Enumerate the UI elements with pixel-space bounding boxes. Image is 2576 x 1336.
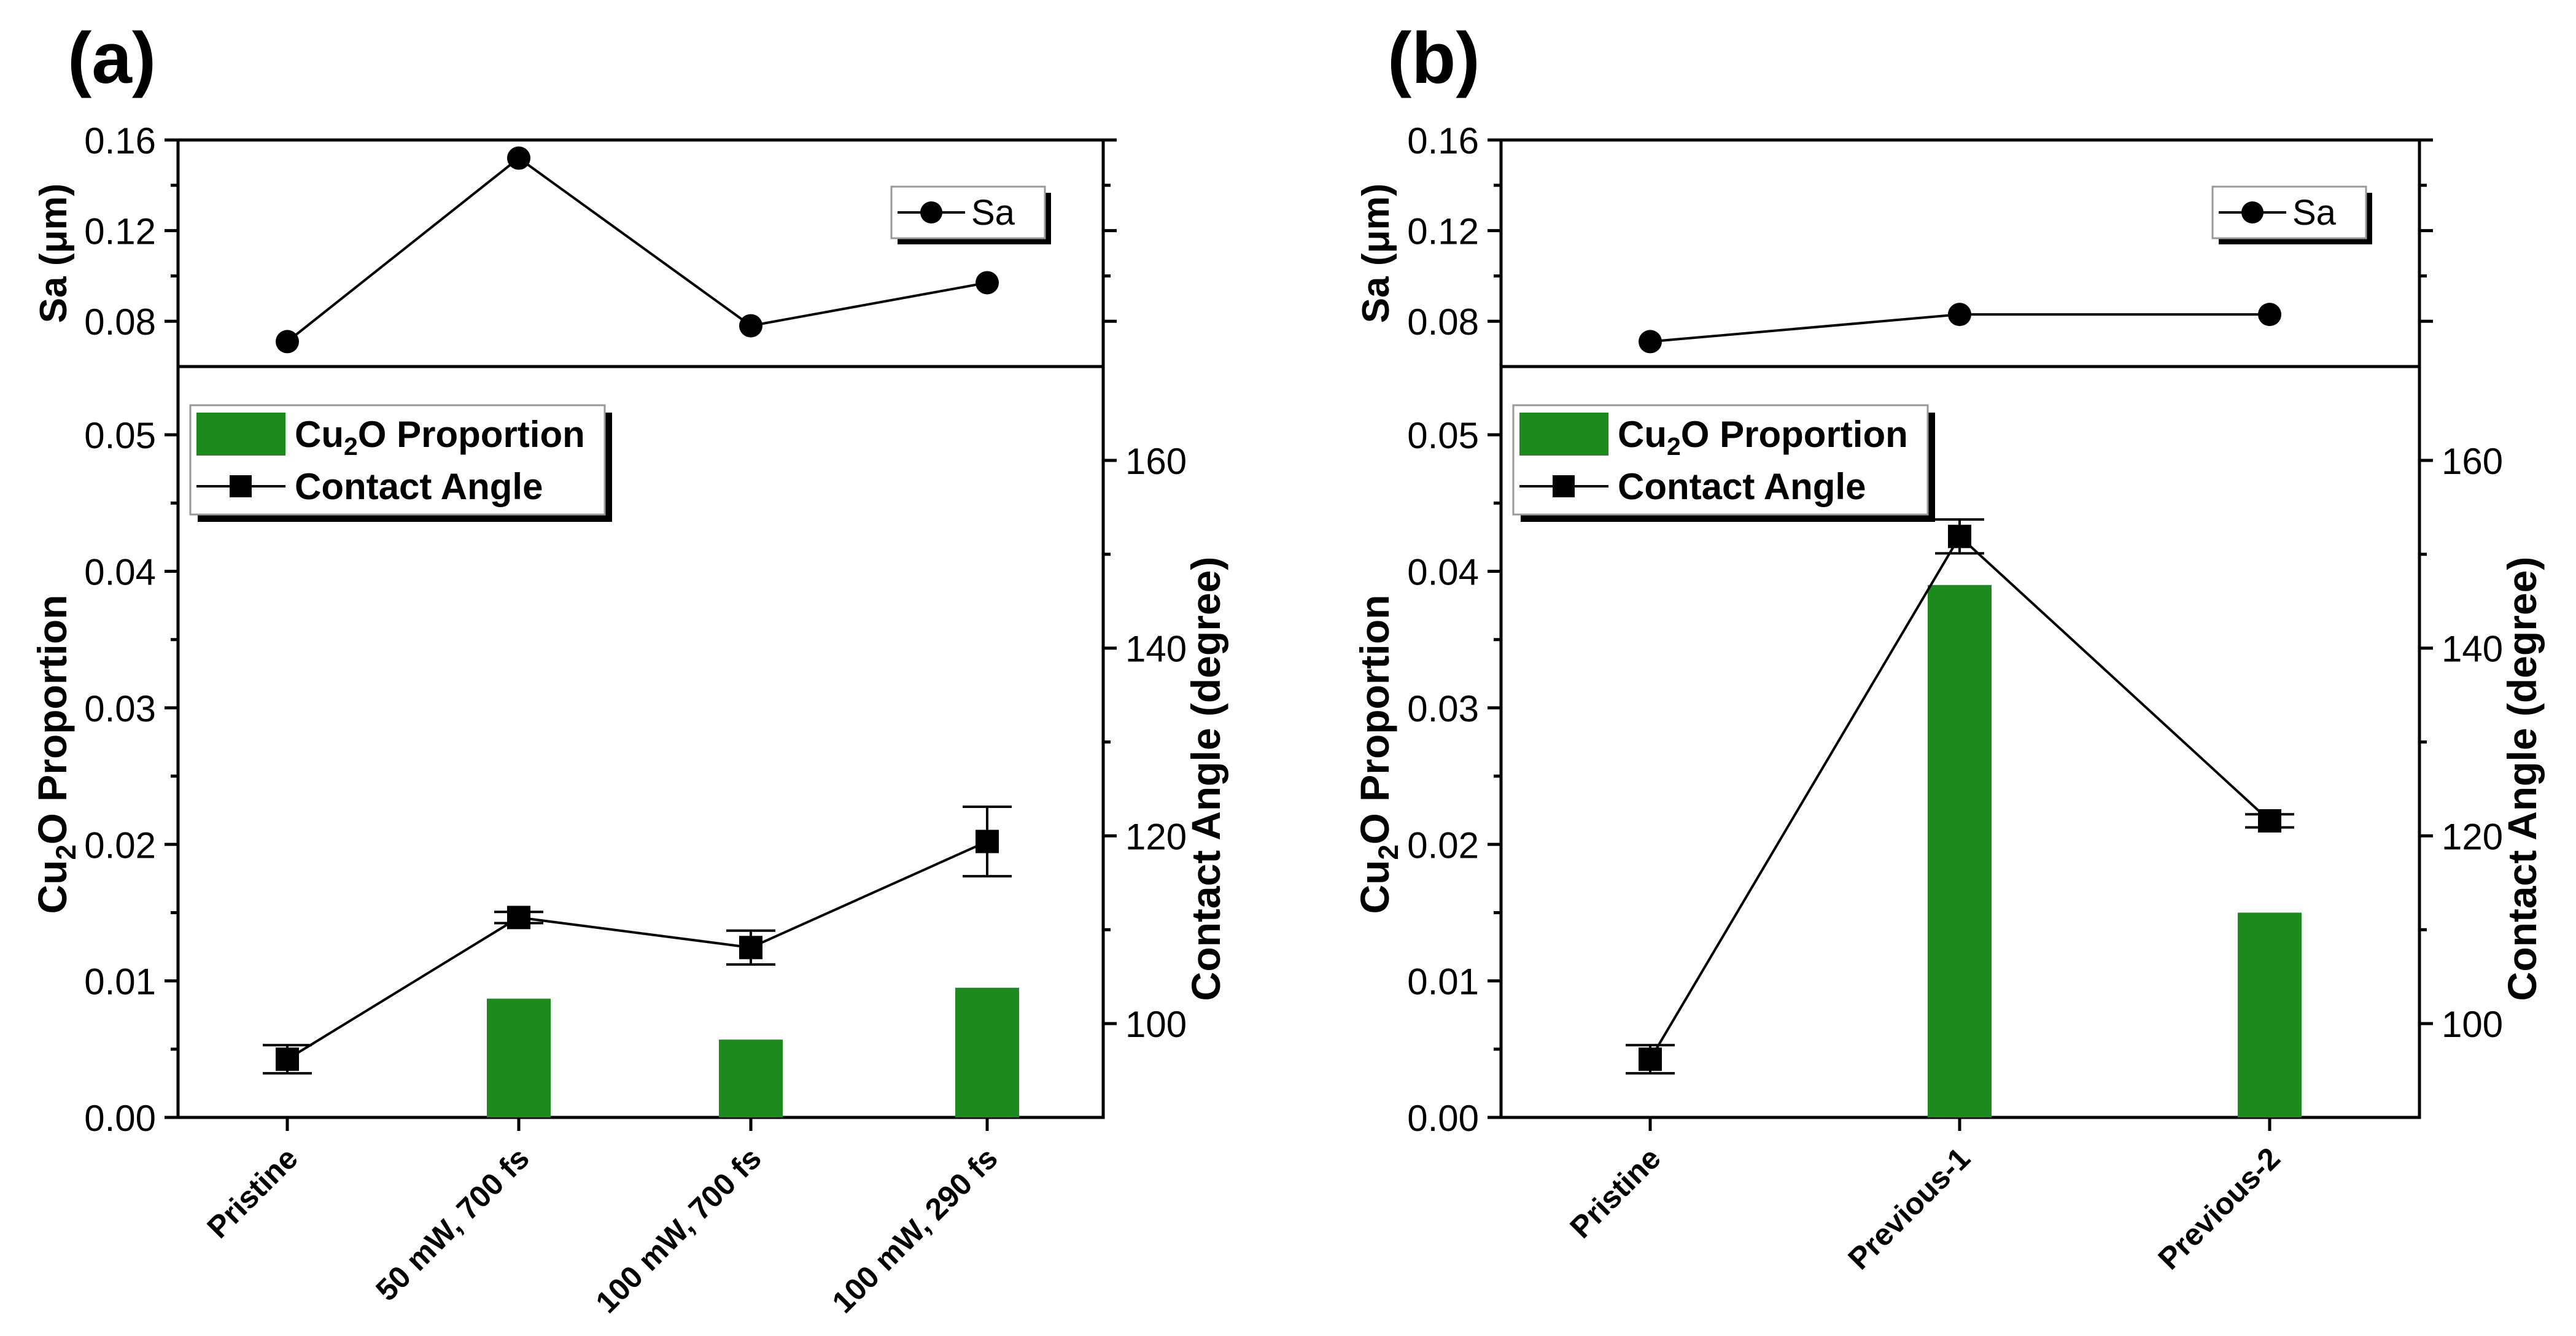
panel-label: (b) [1387, 18, 1480, 99]
sa-data-point [2258, 303, 2281, 327]
legend-bar-swatch [196, 413, 285, 456]
contact-angle-data-point [276, 1047, 299, 1071]
left-y-tick-label: 0.03 [1407, 688, 1479, 729]
x-tick-label: 50 mW, 700 fs [369, 1141, 536, 1308]
legend-line-marker [230, 475, 252, 497]
right-y-tick-label: 100 [1125, 1004, 1187, 1045]
left-y-tick-label: 0.00 [84, 1098, 156, 1139]
sa-data-point [1639, 330, 1662, 354]
cu2o-bar [1928, 584, 1992, 1117]
right-y-axis-label: Contact Angle (degree) [2499, 557, 2545, 1001]
top-plot-frame [1499, 138, 2421, 368]
left-y-tick-label: 0.02 [1407, 825, 1479, 866]
contact-angle-data-point [2258, 809, 2281, 833]
x-tick-label: 100 mW, 290 fs [826, 1141, 1004, 1319]
right-y-axis-label: Contact Angle (degree) [1183, 557, 1228, 1001]
legend-bar-label: Cu2O Proportion [295, 414, 585, 460]
contact-angle-data-point [739, 936, 762, 960]
contact-angle-data-point [1948, 524, 1971, 548]
left-y-tick-label: 0.03 [84, 688, 156, 729]
top-y-tick-label: 0.08 [84, 301, 156, 343]
left-y-tick-label: 0.04 [1407, 552, 1479, 593]
top-plot-frame [176, 138, 1105, 368]
right-y-tick-label: 100 [2442, 1004, 2503, 1045]
contact-angle-data-point [976, 829, 999, 853]
top-legend-label: Sa [2292, 193, 2337, 233]
legend-line-label: Contact Angle [1618, 466, 1866, 507]
top-y-axis-label: Sa (μm) [33, 184, 75, 323]
right-y-tick-label: 120 [1125, 816, 1187, 857]
x-tick-label: Previous-1 [1841, 1141, 1976, 1276]
top-y-tick-label: 0.12 [1407, 211, 1479, 252]
contact-angle-data-point [507, 906, 530, 930]
sa-data-point [976, 271, 999, 295]
right-y-tick-label: 120 [2442, 816, 2503, 857]
right-y-tick-label: 140 [2442, 629, 2503, 670]
sa-data-point [276, 330, 299, 354]
right-y-tick-label: 140 [1125, 629, 1187, 670]
left-y-tick-label: 0.05 [1407, 415, 1479, 456]
top-legend-label: Sa [971, 193, 1015, 233]
top-y-axis-label: Sa (μm) [1355, 184, 1397, 323]
x-tick-label: 100 mW, 700 fs [589, 1141, 768, 1319]
left-y-tick-label: 0.01 [84, 961, 156, 1003]
left-y-axis-label: Cu2O Proportion [1352, 595, 1404, 914]
left-y-tick-label: 0.04 [84, 552, 156, 593]
top-legend-marker [2241, 201, 2264, 223]
left-y-tick-label: 0.00 [1407, 1098, 1479, 1139]
left-y-axis-label: Cu2O Proportion [29, 595, 82, 914]
cu2o-bar [955, 987, 1019, 1117]
top-y-tick-label: 0.16 [84, 120, 156, 161]
x-tick-label: Pristine [200, 1141, 304, 1245]
right-y-tick-label: 160 [2442, 441, 2503, 482]
cu2o-bar [487, 998, 551, 1117]
left-y-tick-label: 0.02 [84, 825, 156, 866]
left-y-tick-label: 0.01 [1407, 961, 1479, 1003]
left-y-tick-label: 0.05 [84, 415, 156, 456]
sa-data-point [739, 314, 762, 338]
panel-label: (a) [68, 18, 156, 99]
cu2o-bar [719, 1039, 783, 1117]
legend-line-marker [1553, 475, 1575, 497]
top-y-tick-label: 0.12 [84, 211, 156, 252]
contact-angle-series-line [286, 840, 988, 1060]
sa-data-point [1948, 303, 1971, 327]
x-tick-label: Previous-2 [2151, 1141, 2286, 1276]
top-legend-marker [920, 201, 942, 223]
legend-line-label: Contact Angle [295, 466, 543, 507]
legend-bar-swatch [1519, 413, 1608, 456]
x-tick-label: Pristine [1563, 1141, 1667, 1245]
sa-data-point [507, 146, 530, 170]
right-y-tick-label: 160 [1125, 441, 1187, 482]
cu2o-bar [2238, 912, 2302, 1117]
contact-angle-data-point [1639, 1047, 1662, 1071]
top-y-tick-label: 0.08 [1407, 301, 1479, 343]
top-y-tick-label: 0.16 [1407, 120, 1479, 161]
legend-bar-label: Cu2O Proportion [1618, 414, 1908, 460]
sa-series-line [286, 157, 988, 343]
